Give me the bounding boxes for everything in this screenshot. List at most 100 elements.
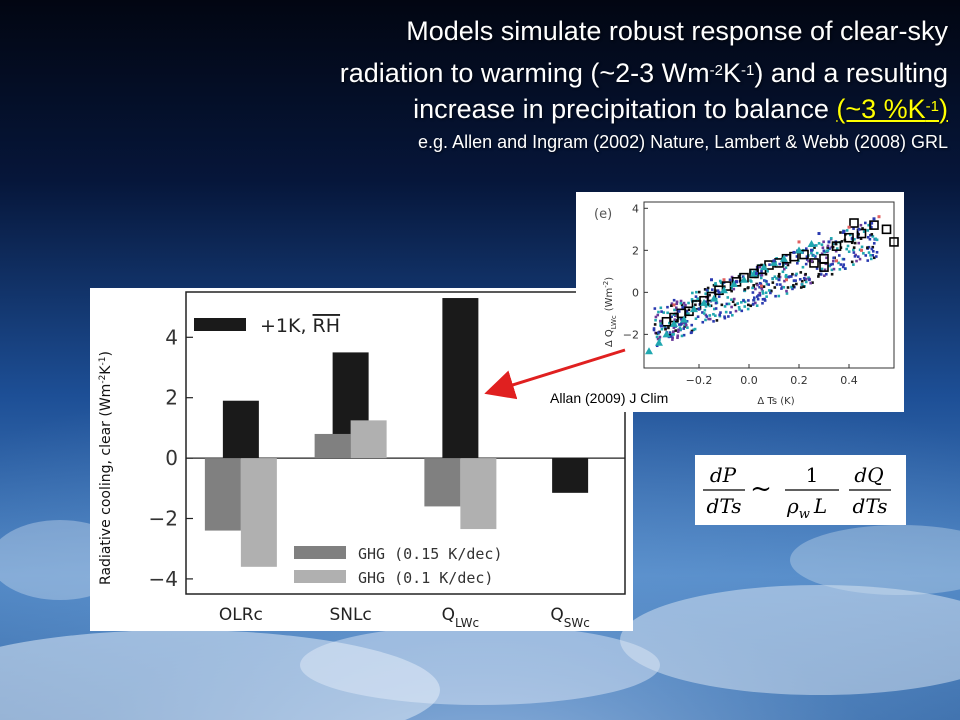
bar-chart-ylabel: Radiative cooling, clear (Wm-2K-1) <box>98 351 114 585</box>
scatter-point-dot <box>777 278 781 282</box>
scatter-point-dot <box>682 306 685 309</box>
scatter-point-dot <box>738 308 741 311</box>
scatter-point-dot <box>678 326 682 329</box>
scatter-point-dot <box>687 312 690 315</box>
ytick-label: −2 <box>149 507 178 531</box>
scatter-point-dot <box>679 323 683 326</box>
scatter-point-dot <box>671 336 674 339</box>
scatter-point-dot <box>807 276 810 280</box>
scatter-point-dot <box>657 310 660 314</box>
scatter-point-dot <box>666 311 669 315</box>
scatter-point-dot <box>847 250 851 254</box>
scatter-point-dot <box>807 259 810 263</box>
scatter-point-dot <box>740 301 743 304</box>
scatter-point-dot <box>842 257 846 261</box>
scatter-panel-label: (e) <box>594 207 612 222</box>
legend-label-3: GHG (0.1 K/dec) <box>358 569 493 587</box>
scatter-point-dot <box>871 235 875 238</box>
scatter-point-dot <box>804 280 808 284</box>
scatter-ylabel: Δ QLWc(Wm-2) <box>602 277 618 347</box>
scatter-point-dot <box>835 247 839 250</box>
scatter-point-dot <box>862 252 865 255</box>
scatter-point-dot <box>684 321 687 325</box>
scatter-point-dot <box>825 256 828 260</box>
scatter-point-dot <box>684 303 687 307</box>
scatter-point-dot <box>676 330 680 334</box>
scatter-point-dot <box>710 278 713 282</box>
scatter-point-dot <box>705 288 709 292</box>
scatter-point-square <box>844 232 854 243</box>
scatter-point-dot <box>655 332 658 335</box>
scatter-point-dot <box>749 304 753 308</box>
ytick-label: 4 <box>165 325 178 349</box>
scatter-axes: −0.2 0.0 0.2 0.4 4 2 0 −2 <box>623 201 895 387</box>
scatter-point-dot <box>761 292 765 295</box>
scatter-point-dot <box>758 291 762 295</box>
scatter-point-dot <box>708 293 711 297</box>
scatter-point-dot <box>814 244 818 247</box>
scatter-point-dot <box>752 296 756 300</box>
scatter-point-dot <box>687 308 691 312</box>
scatter-point-dot <box>758 293 762 297</box>
scatter-point-dot <box>767 283 771 286</box>
scatter-point-dot <box>695 290 698 294</box>
scatter-point-dot <box>722 278 726 282</box>
scatter-point-dot <box>685 312 688 316</box>
scatter-point-dot <box>754 287 757 291</box>
scatter-point-dot <box>866 259 870 262</box>
bar-2-olrc <box>204 458 241 531</box>
scatter-point-dot <box>668 321 671 325</box>
xtick-label: SNLc <box>329 605 371 625</box>
scatter-point-dot <box>730 286 733 290</box>
scatter-point-dot <box>751 291 755 294</box>
scatter-point-dot <box>867 251 871 254</box>
scatter-point-dot <box>801 265 805 269</box>
scatter-point-dot <box>759 282 763 286</box>
equation-panel: dP dTs ~ 1 ρw L dQ dTs <box>695 455 906 525</box>
scatter-point-square <box>889 237 899 247</box>
scatter-point-dot <box>845 247 849 251</box>
scatter-point-dot <box>829 263 833 266</box>
scatter-point-dot <box>832 267 836 271</box>
scatter-point-dot <box>749 279 752 282</box>
bar-chart: Radiative cooling, clear (Wm-2K-1) 4 2 0 −2… <box>98 291 626 630</box>
scatter-point-dot <box>790 285 793 289</box>
scatter-point-dot <box>654 318 657 322</box>
scatter-point-dot <box>752 284 755 287</box>
scatter-point-dot <box>746 286 750 290</box>
scatter-point-dot <box>756 297 760 301</box>
scatter-point-dot <box>677 309 681 313</box>
scatter-point-dot <box>819 273 823 276</box>
scatter-point-dot <box>723 316 727 320</box>
precip-rate-highlight: (~3 %K-1) <box>836 94 948 124</box>
scatter-point-dot <box>834 242 838 246</box>
scatter-point-dot <box>855 259 858 263</box>
scatter-point-dot <box>743 289 747 293</box>
scatter-point-dot <box>726 296 730 299</box>
scatter-point-dot <box>792 279 796 282</box>
scatter-point-triangle <box>770 258 778 266</box>
scatter-point-dot <box>838 268 842 271</box>
scatter-point-dot <box>683 325 686 328</box>
scatter-point-dot <box>732 287 736 291</box>
eq-rhs-denominator: dTs <box>853 494 888 518</box>
scatter-point-dot <box>794 273 798 277</box>
bar-2-q-lwc <box>424 458 461 507</box>
scatter-point-dot <box>694 295 698 298</box>
scatter-point-dot <box>725 302 729 306</box>
scatter-point-dot <box>827 240 831 244</box>
scatter-point-dot <box>763 297 766 301</box>
scatter-point-dot <box>826 244 830 248</box>
scatter-point-dot <box>786 286 790 289</box>
bar-3-q-lwc <box>460 458 497 530</box>
scatter-point-dot <box>854 253 857 257</box>
scatter-point-dot <box>871 249 875 253</box>
scatter-point-dot <box>805 258 809 261</box>
scatter-point-dot <box>723 305 727 308</box>
scatter-point-dot <box>708 317 712 321</box>
scatter-point-dot <box>823 250 827 254</box>
scatter-point-dot <box>766 269 769 273</box>
scatter-point-dot <box>792 250 796 254</box>
scatter-point-dot <box>839 231 842 234</box>
bar-chart-axes: 4 2 0 −2 −4 OLRc SNLc QLWc QSWc <box>149 291 626 630</box>
